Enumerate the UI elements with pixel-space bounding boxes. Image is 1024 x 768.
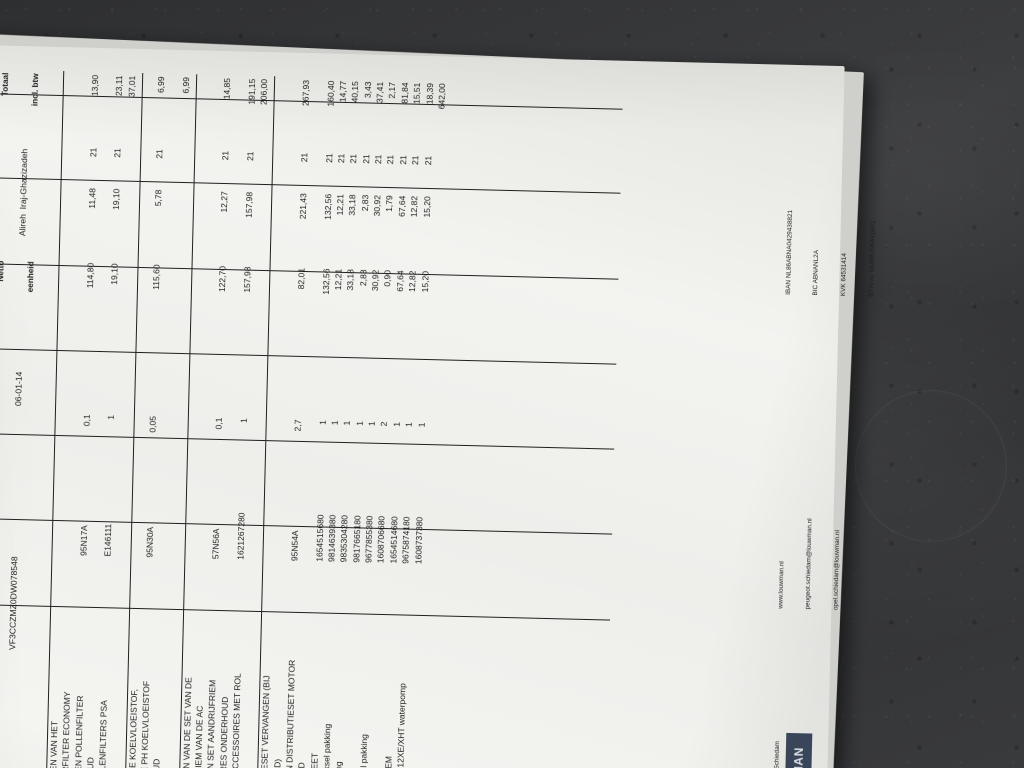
surface-ring-mark	[855, 390, 1007, 542]
col-header-aant: Aant.	[0, 408, 56, 466]
invoice-paper-front: Factuurnummer Factuurdatum 07-03-24 Leve…	[0, 41, 877, 768]
col-header-netto-line2: eenheid	[25, 261, 36, 293]
footer-company-line-4: 010 - 4622022	[854, 743, 865, 768]
invoice-content: Factuurnummer Factuurdatum 07-03-24 Leve…	[0, 42, 877, 768]
col-header-totaal-line2: incl. btw	[30, 73, 41, 107]
louwman-logo: LOUWMAN	[783, 732, 813, 768]
col-header-totaal-line1: Totaal	[0, 72, 11, 97]
col-header-netto-eenheid: Netto eenheid	[0, 257, 60, 334]
footer-company-line-1: Louwman Stellantis Schiedam	[771, 741, 782, 768]
footer-bic: BIC ABNANL2A	[812, 249, 821, 296]
footer-iban: IBAN NL86ABNA0429438821	[784, 209, 794, 295]
col-header-stuksprijs: Stuksprijs	[0, 331, 58, 411]
footer-fiscal-block: IBAN NL86ABNA0429438821 BIC ABNANL2A KVK…	[765, 209, 897, 297]
col-header-omschrijving: Omschrijving	[0, 556, 52, 768]
line-items-table: Omschrijving Nr. Aant. Stuksprijs Netto …	[0, 69, 452, 768]
footer-kvk: KVK 64531414	[840, 253, 849, 297]
col-header-nr: Nr.	[0, 463, 55, 559]
col-header-totaal-incl-btw: Totaal incl. btw	[0, 69, 64, 144]
footer-website[interactable]: www.louwman.nl	[776, 561, 786, 609]
col-header-bedrag: Bedrag	[0, 182, 62, 260]
footer-company-line-3: 3125 BJ Schiedam	[826, 742, 837, 768]
footer-company-block: Louwman Stellantis Schiedam 's-Graveland…	[752, 741, 884, 768]
col-header-netto-line1: Netto	[0, 260, 6, 282]
invoice-paper: Factuurnummer Factuurdatum 07-03-24 Leve…	[0, 28, 877, 768]
footer-email-opel[interactable]: opel.schiedam@louwman.nl	[832, 529, 842, 611]
footer-email-peugeot[interactable]: peugeot.schiedam@louwman.nl	[804, 518, 814, 610]
line-items-body: VERVANGEN VAN HET INTERIEURFILTER ECONOMY…	[46, 71, 453, 768]
footer-contact-block: www.louwman.nl peugeot.schiedam@louwman.…	[757, 517, 861, 611]
footer-btw-nr: BTW nr. NL855706491B01	[868, 220, 877, 297]
